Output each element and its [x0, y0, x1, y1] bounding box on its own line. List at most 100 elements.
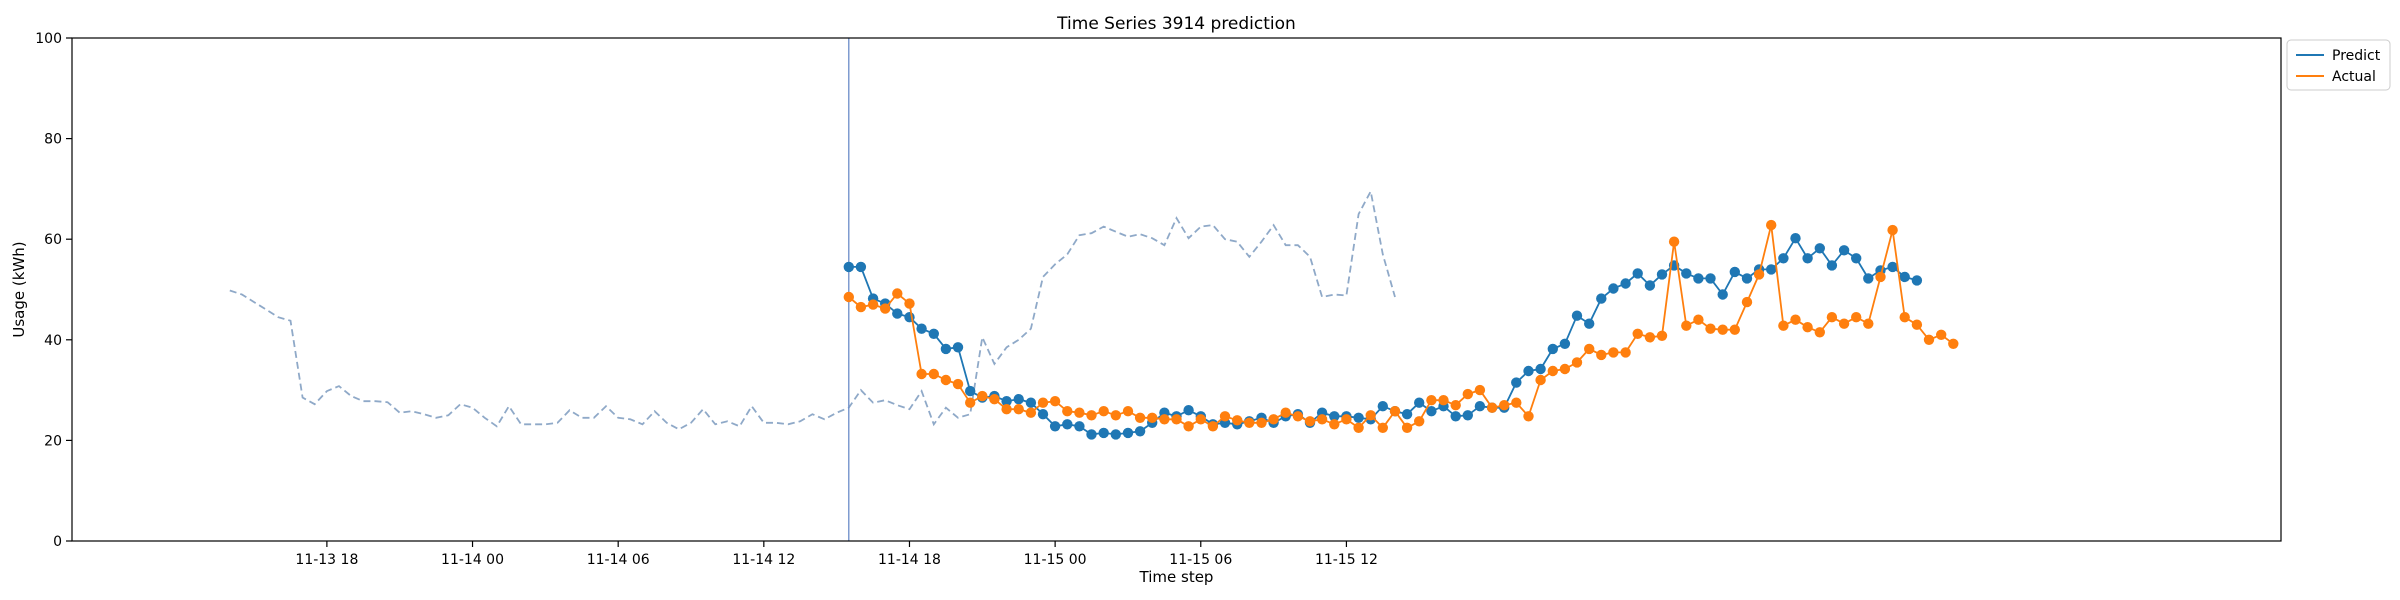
actual-point: [1499, 400, 1510, 411]
actual-point: [1875, 271, 1886, 283]
x-tick-label: 11-15 12: [1315, 552, 1378, 568]
predict-point: [1717, 289, 1728, 300]
actual-point: [1596, 349, 1607, 361]
actual-point: [1195, 414, 1207, 425]
predict-point: [1074, 421, 1085, 432]
actual-point: [1887, 224, 1898, 236]
predict-point: [1826, 260, 1838, 271]
predict-point: [916, 323, 927, 334]
history-line: [229, 188, 1396, 431]
actual-point: [1159, 414, 1170, 425]
actual-point: [1790, 314, 1801, 325]
predict-point: [1911, 275, 1923, 286]
actual-point: [977, 390, 988, 402]
actual-point: [1863, 318, 1874, 329]
predict-point: [1778, 253, 1789, 264]
actual-point: [1766, 219, 1777, 231]
actual-point: [892, 288, 903, 299]
actual-point: [1851, 312, 1862, 323]
predict-point: [1098, 427, 1109, 439]
predict-point: [1851, 253, 1862, 264]
actual-point: [1207, 421, 1219, 432]
actual-point: [1110, 410, 1122, 421]
predict-point: [1547, 343, 1559, 355]
x-tick-label: 11-15 06: [1169, 552, 1232, 568]
actual-point: [1268, 414, 1279, 425]
predict-point: [1377, 401, 1389, 412]
actual-point: [1316, 414, 1328, 425]
actual-point: [965, 397, 976, 408]
actual-point: [1292, 411, 1304, 422]
predict-point: [843, 261, 854, 273]
actual-point: [1426, 395, 1437, 406]
actual-point: [1219, 411, 1231, 422]
x-axis-label: Time step: [1139, 568, 1214, 586]
predict-point: [1329, 411, 1340, 422]
predict-point: [855, 261, 867, 273]
plot-frame: [71, 37, 2282, 542]
x-tick-label: 11-15 00: [1024, 552, 1087, 568]
predict-point: [1037, 409, 1049, 420]
x-tick-label: 11-14 12: [732, 552, 795, 568]
predict-point: [1899, 271, 1910, 283]
actual-point: [1936, 329, 1947, 340]
actual-point: [1486, 402, 1498, 413]
predict-point: [1766, 264, 1777, 275]
actual-point: [1377, 422, 1389, 433]
predict-point: [1535, 363, 1546, 375]
actual-point: [1584, 343, 1595, 355]
actual-point: [1341, 414, 1352, 425]
predict-point: [1134, 426, 1146, 437]
actual-point: [1122, 406, 1134, 417]
predict-point: [1353, 412, 1364, 423]
predict-point: [1025, 397, 1037, 408]
y-tick-label: 80: [44, 132, 62, 148]
predict-point: [1426, 406, 1437, 417]
predict-point: [1571, 310, 1583, 321]
actual-point: [1620, 347, 1631, 358]
actual-point: [1729, 324, 1741, 335]
actual-point: [989, 394, 1000, 405]
actual-point: [1098, 406, 1109, 417]
predict-point: [1644, 280, 1656, 291]
actual-point: [1450, 400, 1461, 411]
actual-point: [1644, 332, 1656, 343]
predict-point: [952, 342, 964, 353]
actual-point: [1826, 312, 1838, 323]
actual-point: [1353, 422, 1364, 433]
actual-point: [1535, 374, 1546, 386]
predict-point: [1741, 273, 1753, 284]
actual-point: [1244, 417, 1255, 428]
predict-point: [1656, 269, 1668, 280]
actual-point: [1802, 322, 1813, 333]
actual-point: [880, 303, 891, 314]
actual-point: [1632, 328, 1643, 339]
predict-point: [892, 308, 903, 319]
actual-point: [1074, 407, 1085, 418]
predict-point: [1110, 429, 1122, 440]
legend-label-actual: Actual: [2332, 69, 2376, 85]
chart-title: Time Series 3914 prediction: [1056, 14, 1296, 34]
predict-point: [1450, 411, 1461, 422]
predict-point: [1122, 427, 1134, 439]
actual-point: [843, 291, 854, 303]
actual-point: [1001, 404, 1012, 415]
actual-point: [1183, 421, 1194, 432]
actual-point: [1608, 347, 1619, 358]
actual-point: [1389, 406, 1401, 417]
predict-point: [1511, 377, 1522, 388]
actual-point: [1365, 410, 1376, 421]
actual-point: [1025, 407, 1037, 418]
predict-point: [1620, 278, 1631, 289]
predict-point: [1863, 273, 1874, 284]
actual-point: [1838, 318, 1850, 329]
actual-point: [928, 368, 939, 380]
actual-point: [1511, 397, 1522, 408]
predict-point: [1887, 261, 1898, 273]
predict-point: [1559, 338, 1571, 349]
predict-point: [1729, 266, 1741, 278]
actual-point: [1147, 412, 1158, 423]
predict-point: [1183, 405, 1194, 416]
